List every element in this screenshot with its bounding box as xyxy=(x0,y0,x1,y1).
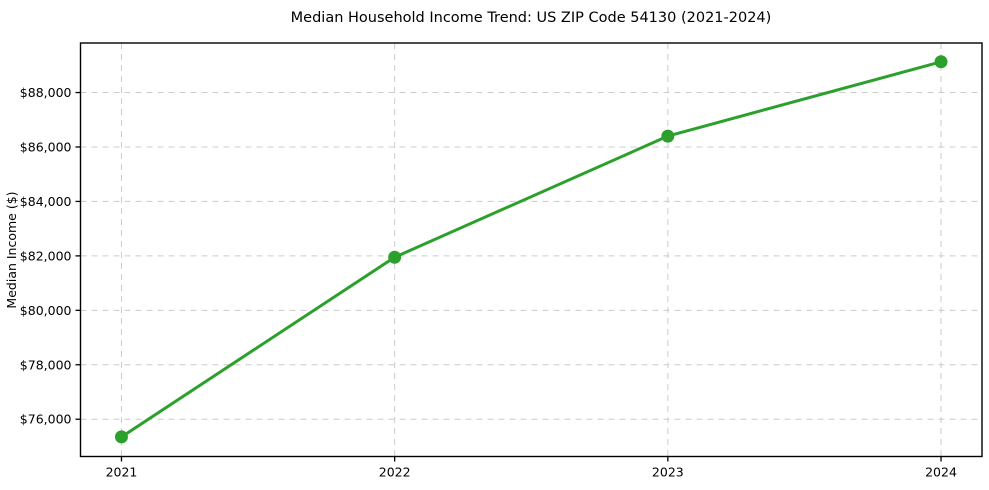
y-tick-label: $88,000 xyxy=(20,85,72,100)
x-tick-label: 2023 xyxy=(652,465,684,480)
income-line-series xyxy=(114,55,948,444)
chart-title: Median Household Income Trend: US ZIP Co… xyxy=(291,10,772,26)
data-point-marker xyxy=(661,129,675,143)
y-tick-label: $76,000 xyxy=(20,412,72,427)
x-tick-label: 2022 xyxy=(379,465,411,480)
grid-layer xyxy=(80,43,982,457)
y-tick-label: $82,000 xyxy=(20,248,72,263)
data-point-marker xyxy=(114,430,128,444)
y-tick-label: $78,000 xyxy=(20,357,72,372)
y-tick-label: $84,000 xyxy=(20,194,72,209)
data-point-marker xyxy=(934,55,948,69)
trend-line xyxy=(119,60,943,439)
x-tick-label: 2021 xyxy=(106,465,138,480)
y-axis-title: Median Income ($) xyxy=(4,191,19,308)
y-tick-label: $80,000 xyxy=(20,303,72,318)
tick-layer: $76,000 $78,000 $80,000 $82,000 $84,000 $86,0… xyxy=(20,85,957,479)
x-tick-label: 2024 xyxy=(925,465,957,480)
plot-border xyxy=(79,42,983,458)
data-point-marker xyxy=(388,250,402,264)
y-tick-label: $86,000 xyxy=(20,139,72,154)
